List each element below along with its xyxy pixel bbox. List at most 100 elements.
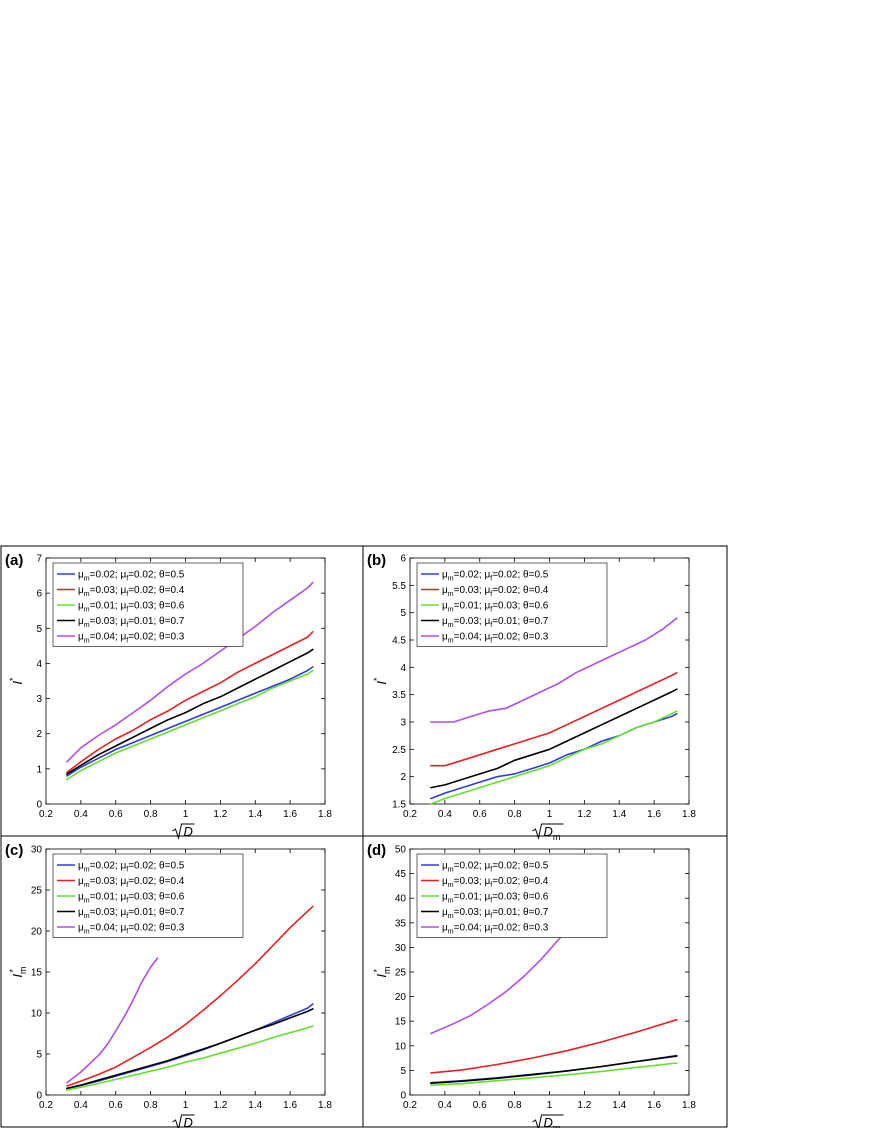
legend: μm=0.02; μf=0.02; θ=0.5 μm=0.03; μf=0.02;… — [52, 562, 244, 647]
series-line-2 — [430, 1018, 678, 1074]
legend-entry: μm=0.02; μf=0.02; θ=0.5 — [442, 861, 549, 874]
legend-entry: μm=0.04; μf=0.02; θ=0.3 — [442, 923, 549, 936]
y-tick-label: 15 — [31, 968, 43, 979]
chart-panel-a: 0.2 0.4 0.6 0.8 1 1.2 1.4 1.6 1.8 0 1 2 3 4 5 6 7 μm=0.02… — [0, 545, 364, 840]
y-axis-label: Im* — [8, 966, 28, 977]
series-line-1 — [66, 666, 314, 777]
y-tick-label: 25 — [31, 886, 43, 897]
y-tick-label: 3 — [36, 694, 42, 705]
legend: μm=0.02; μf=0.02; θ=0.5 μm=0.03; μf=0.02;… — [416, 562, 608, 647]
x-tick-label: 0.8 — [508, 1100, 522, 1111]
x-tick-label: 0.2 — [403, 809, 417, 820]
x-tick-label: 0.4 — [74, 809, 88, 820]
y-tick-label: 2.5 — [392, 745, 406, 756]
sqrt-radical — [532, 823, 564, 840]
y-tick-label: 4 — [400, 663, 406, 674]
y-tick-label: 35 — [395, 918, 407, 929]
chart-panel-c: 0.2 0.4 0.6 0.8 1 1.2 1.4 1.6 1.8 0 5 10 15 20 25 30 μm=… — [0, 835, 364, 1128]
legend-entry: μm=0.01; μf=0.03; θ=0.6 — [78, 892, 185, 905]
legend-entry: μm=0.03; μf=0.01; θ=0.7 — [78, 907, 185, 920]
legend-entry: μm=0.04; μf=0.02; θ=0.3 — [442, 632, 549, 645]
legend-entry: μm=0.03; μf=0.02; θ=0.4 — [78, 585, 185, 598]
x-tick-label: 1.8 — [318, 809, 332, 820]
y-tick-label: 5 — [400, 1066, 406, 1077]
y-tick-label: 20 — [31, 927, 43, 938]
y-tick-label: 45 — [395, 869, 407, 880]
x-tick-label: 0.8 — [144, 1100, 158, 1111]
y-tick-label: 20 — [395, 992, 407, 1003]
y-tick-label: 0 — [36, 1091, 42, 1102]
series-line-3 — [66, 669, 314, 781]
sqrt-radical — [172, 1114, 195, 1128]
x-tick-label: 1.2 — [213, 1100, 227, 1111]
x-tick-label: 0.2 — [403, 1100, 417, 1111]
y-tick-label: 5 — [400, 608, 406, 619]
svg-text:Dm: Dm — [544, 824, 561, 842]
x-tick-label: 1.4 — [612, 1100, 626, 1111]
x-tick-label: 0.6 — [473, 1100, 487, 1111]
y-tick-label: 10 — [395, 1041, 407, 1052]
legend-entry: μm=0.03; μf=0.01; θ=0.7 — [78, 616, 185, 629]
y-tick-label: 0 — [36, 800, 42, 811]
series-line-4 — [66, 648, 314, 775]
panel-frame — [362, 835, 728, 1128]
x-tick-label: 1.4 — [612, 809, 626, 820]
y-tick-label: 0 — [400, 1091, 406, 1102]
series-line-1 — [66, 1003, 314, 1090]
y-tick-label: 30 — [395, 943, 407, 954]
legend-box — [416, 853, 608, 938]
legend-entry: μm=0.03; μf=0.01; θ=0.7 — [442, 907, 549, 920]
x-tick-label: 0.6 — [109, 1100, 123, 1111]
x-axis-label: D — [172, 823, 195, 840]
x-tick-label: 1.6 — [283, 809, 297, 820]
y-tick-label: 5 — [36, 624, 42, 635]
series-line-2 — [66, 905, 314, 1087]
series-line-3 — [430, 710, 678, 805]
legend-entry: μm=0.01; μf=0.03; θ=0.6 — [78, 601, 185, 614]
legend-entry: μm=0.04; μf=0.02; θ=0.3 — [78, 632, 185, 645]
y-tick-label: 3 — [400, 718, 406, 729]
y-tick-label: 1.5 — [392, 800, 406, 811]
legend-entry: μm=0.03; μf=0.02; θ=0.4 — [442, 585, 549, 598]
x-tick-label: 1 — [547, 1100, 553, 1111]
x-tick-label: 1.4 — [248, 1100, 262, 1111]
x-tick-label: 1.8 — [682, 1100, 696, 1111]
series-line-5 — [66, 957, 159, 1084]
x-tick-label: 1.8 — [318, 1100, 332, 1111]
x-tick-label: 1.2 — [577, 1100, 591, 1111]
legend-entry: μm=0.02; μf=0.02; θ=0.5 — [442, 570, 549, 583]
panel-label: (b) — [367, 552, 386, 569]
x-tick-label: 0.6 — [109, 809, 123, 820]
svg-text:D: D — [184, 1115, 193, 1128]
series-line-3 — [430, 1062, 678, 1086]
x-tick-label: 1 — [183, 1100, 189, 1111]
x-tick-label: 1.6 — [647, 1100, 661, 1111]
legend-entry: μm=0.01; μf=0.03; θ=0.6 — [442, 601, 549, 614]
y-tick-label: 15 — [395, 1017, 407, 1028]
sqrt-radical — [532, 1114, 564, 1128]
legend-entry: μm=0.02; μf=0.02; θ=0.5 — [78, 861, 185, 874]
x-tick-label: 1.2 — [577, 809, 591, 820]
x-tick-label: 0.8 — [144, 809, 158, 820]
legend-entry: μm=0.03; μf=0.02; θ=0.4 — [442, 876, 549, 889]
x-tick-label: 1 — [183, 809, 189, 820]
x-axis-label: Dm — [532, 823, 564, 842]
panel-label: (c) — [5, 842, 23, 859]
series-line-4 — [66, 1008, 314, 1090]
x-tick-label: 0.4 — [438, 809, 452, 820]
series-line-5 — [430, 617, 678, 723]
y-tick-label: 1 — [36, 764, 42, 775]
x-tick-label: 1.6 — [283, 1100, 297, 1111]
panel-label: (d) — [367, 842, 386, 859]
y-tick-label: 2 — [400, 772, 406, 783]
legend-entry: μm=0.03; μf=0.01; θ=0.7 — [442, 616, 549, 629]
y-tick-label: 10 — [31, 1009, 43, 1020]
x-tick-label: 1.2 — [213, 809, 227, 820]
series-line-4 — [430, 688, 678, 789]
x-tick-label: 0.4 — [74, 1100, 88, 1111]
series-line-3 — [66, 1025, 314, 1091]
legend-entry: μm=0.02; μf=0.02; θ=0.5 — [78, 570, 185, 583]
series-line-4 — [430, 1055, 678, 1084]
y-tick-label: 4.5 — [392, 636, 406, 647]
